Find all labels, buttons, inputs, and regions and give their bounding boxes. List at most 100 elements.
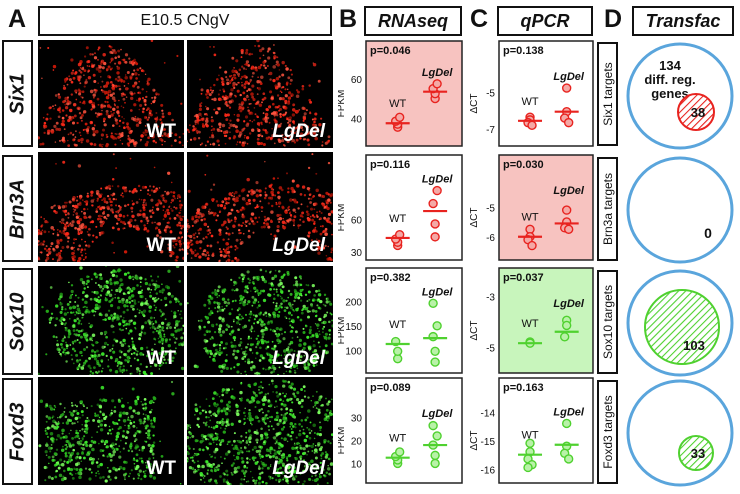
- rnaseq-plot-frame: [365, 154, 463, 261]
- qpcr-tick-label: -14: [481, 409, 496, 420]
- micro-cells: [187, 40, 331, 147]
- micro-cells: [38, 40, 184, 148]
- venn-count: 38: [691, 105, 705, 120]
- microscopy-header-text: E10.5 CNgV: [140, 12, 230, 29]
- rnaseq-ylabel: FPKM: [338, 204, 347, 232]
- rnaseq-tick-label: 30: [351, 414, 363, 425]
- qpcr-ylabel: ΔCT: [470, 430, 480, 450]
- micro-six1-lgdel: LgDel: [187, 40, 333, 148]
- rnaseq-ylabel: FPKM: [338, 427, 347, 455]
- rnaseq-pvalue: p=0.046: [370, 45, 411, 57]
- qpcr-wt-point: [523, 462, 533, 473]
- qpcr-plot-2: ΔCT -3 -5 p=0.037 WT LgDel: [469, 267, 602, 376]
- qpcr-lgdel-point: [561, 205, 572, 215]
- micro-cells: [187, 379, 333, 485]
- rnaseq-lgdel-point: [430, 232, 440, 242]
- venn-inner-circle: [678, 435, 714, 471]
- transfac-header: Transfac: [632, 6, 734, 36]
- rnaseq-tick-label: 30: [351, 248, 363, 259]
- micro-label-lgdel: LgDel: [272, 458, 325, 479]
- rnaseq-wt-label: WT: [389, 213, 406, 225]
- qpcr-tick-label: -5: [486, 204, 495, 215]
- rnaseq-lgdel-point: [428, 198, 438, 209]
- rnaseq-plot-frame: [365, 377, 463, 484]
- qpcr-wt-label: WT: [521, 318, 538, 330]
- qpcr-ylabel: ΔCT: [470, 320, 480, 340]
- qpcr-lgdel-point: [559, 332, 570, 342]
- qpcr-header: qPCR: [497, 6, 593, 36]
- qpcr-wt-point: [527, 120, 537, 131]
- qpcr-lgdel-label: LgDel: [553, 406, 585, 418]
- rnaseq-plot-frame: [365, 40, 463, 147]
- micro-label-wt: WT: [146, 458, 176, 479]
- micro-cells: [187, 268, 333, 375]
- target-label-brn3a: Brn3a targets: [597, 157, 618, 261]
- rnaseq-tick-label: 200: [345, 297, 362, 308]
- target-label-six1: Six1 targets: [597, 42, 618, 146]
- qpcr-pvalue: p=0.138: [503, 45, 544, 57]
- venn-2: 103: [624, 267, 738, 379]
- rnaseq-wt-point: [392, 346, 403, 357]
- qpcr-plot-frame: [498, 154, 594, 261]
- micro-foxd3-wt: WT: [38, 377, 184, 485]
- rnaseq-tick-label: 150: [345, 322, 362, 333]
- rnaseq-pvalue: p=0.089: [370, 382, 411, 394]
- rnaseq-lgdel-point: [428, 420, 438, 431]
- rnaseq-lgdel-point: [430, 458, 440, 469]
- venn-count: 33: [691, 446, 705, 461]
- rnaseq-wt-label: WT: [389, 319, 406, 331]
- panel-letter-b: B: [339, 5, 358, 33]
- qpcr-plot-frame: [498, 377, 594, 484]
- rnaseq-header: RNAseq: [364, 6, 462, 36]
- micro-cells: [38, 153, 184, 262]
- rnaseq-wt-label: WT: [389, 98, 406, 110]
- rnaseq-lgdel-point: [432, 79, 442, 89]
- qpcr-wt-label: WT: [521, 96, 538, 108]
- micro-sox10-wt: WT: [38, 266, 184, 375]
- qpcr-tick-label: -15: [481, 437, 496, 448]
- qpcr-tick-label: -7: [486, 125, 495, 136]
- qpcr-wt-label: WT: [521, 430, 538, 442]
- micro-label-wt: WT: [146, 235, 176, 256]
- qpcr-plot-frame: [498, 40, 594, 147]
- venn-1: 0: [624, 154, 738, 266]
- gene-label-six1: Six1: [2, 40, 33, 147]
- rnaseq-lgdel-point: [432, 321, 442, 331]
- qpcr-ylabel: ΔCT: [470, 93, 480, 113]
- transfac-header-text: Transfac: [645, 10, 721, 31]
- micro-six1-wt: WT: [38, 40, 184, 148]
- micro-label-lgdel: LgDel: [272, 121, 325, 142]
- micro-cells: [38, 380, 182, 485]
- rnaseq-tick-label: 100: [345, 346, 362, 357]
- qpcr-plot-1: ΔCT -5 -6 p=0.030 WT LgDel: [469, 154, 602, 263]
- venn-inner-circle: [677, 93, 715, 131]
- venn-count: 0: [704, 225, 712, 241]
- gene-label-foxd3: Foxd3: [2, 378, 33, 485]
- qpcr-tick-label: -5: [486, 88, 495, 99]
- qpcr-ylabel: ΔCT: [470, 207, 480, 227]
- rnaseq-lgdel-point: [428, 298, 438, 309]
- micro-brn3a-lgdel: LgDel: [187, 152, 333, 262]
- rnaseq-lgdel-label: LgDel: [422, 286, 454, 298]
- rnaseq-lgdel-point: [432, 431, 442, 441]
- micro-label-lgdel: LgDel: [272, 235, 325, 256]
- rnaseq-tick-label: 60: [351, 75, 363, 86]
- qpcr-lgdel-label: LgDel: [553, 185, 585, 197]
- qpcr-tick-label: -6: [486, 233, 495, 244]
- qpcr-lgdel-point: [563, 454, 574, 464]
- rnaseq-ylabel: FPKM: [338, 317, 347, 345]
- venn-inner-circle: [644, 289, 720, 365]
- venn-outer-circle: [626, 156, 734, 264]
- rnaseq-tick-label: 60: [351, 216, 363, 227]
- qpcr-pvalue: p=0.037: [503, 272, 544, 284]
- venn-0: 134 diff. reg. genes 38: [624, 40, 738, 152]
- qpcr-lgdel-point: [561, 320, 572, 331]
- target-label-foxd3: Foxd3 targets: [597, 380, 618, 484]
- venn-outer-label: 134: [659, 58, 681, 73]
- rnaseq-lgdel-label: LgDel: [422, 408, 454, 420]
- qpcr-wt-label: WT: [521, 212, 538, 224]
- qpcr-wt-point: [527, 240, 537, 251]
- rnaseq-tick-label: 40: [351, 114, 363, 125]
- venn-outer-circle: [626, 379, 734, 487]
- qpcr-lgdel-label: LgDel: [553, 298, 585, 310]
